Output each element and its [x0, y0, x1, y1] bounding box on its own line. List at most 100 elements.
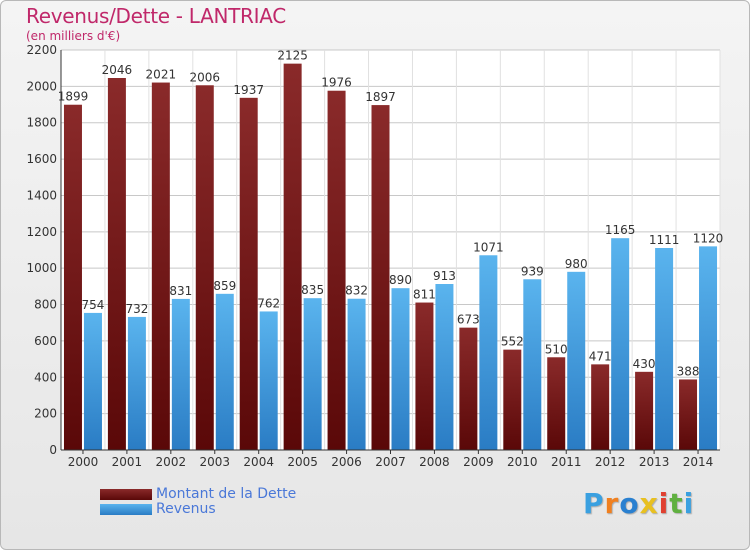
bar-dette	[195, 85, 214, 450]
data-label: 1899	[58, 90, 89, 104]
data-label: 1111	[649, 233, 680, 247]
data-label: 1165	[605, 223, 636, 237]
logo-letter: t	[669, 487, 684, 520]
bar-revenus	[127, 316, 146, 450]
y-tick-label: 400	[34, 370, 57, 384]
data-label: 732	[125, 302, 148, 316]
data-label: 673	[457, 313, 480, 327]
logo-letter: x	[639, 487, 659, 520]
logo-letter: i	[683, 487, 695, 520]
y-tick-label: 1000	[26, 261, 57, 275]
data-label: 471	[589, 349, 612, 363]
data-label: 1897	[365, 90, 396, 104]
legend-label-dette: Montant de la Dette	[156, 486, 297, 502]
logo-letter: P	[583, 487, 605, 520]
x-tick-label: 2008	[419, 455, 450, 469]
legend-item-dette: Montant de la Dette	[100, 486, 297, 502]
logo-letter: r	[604, 487, 620, 520]
x-tick-label: 2012	[595, 455, 626, 469]
plot-area	[61, 50, 720, 450]
y-tick-label: 600	[34, 334, 57, 348]
x-tick-label: 2004	[243, 455, 274, 469]
data-label: 811	[413, 288, 436, 302]
x-tick-label: 2001	[112, 455, 143, 469]
bar-dette	[635, 371, 654, 450]
x-tick-label: 2011	[551, 455, 582, 469]
bar-revenus	[215, 293, 234, 450]
bar-dette	[239, 97, 258, 451]
data-labels: 1899 754 2046 732 2021 831 2006 859 1937 762 2125 8…	[58, 49, 724, 379]
y-tick-label: 2200	[26, 43, 57, 57]
proxiti-logo: Proxiti	[583, 487, 694, 520]
data-label: 2125	[277, 49, 308, 63]
data-label: 552	[501, 335, 524, 349]
logo-letter: i	[658, 487, 670, 520]
bar-dette	[107, 78, 126, 450]
bar-revenus	[259, 311, 278, 450]
x-tick-label: 2009	[463, 455, 494, 469]
x-tick-label: 2005	[287, 455, 318, 469]
y-tick-label: 200	[34, 407, 57, 421]
legend-item-revenus: Revenus	[100, 501, 216, 517]
data-label: 913	[433, 269, 456, 283]
y-tick-label: 1200	[26, 225, 57, 239]
bar-dette	[327, 90, 346, 451]
data-label: 831	[169, 284, 192, 298]
bar-dette	[503, 349, 522, 450]
x-tick-label: 2014	[683, 455, 714, 469]
bar-revenus	[567, 271, 586, 450]
data-label: 2021	[146, 68, 177, 82]
data-label: 832	[345, 284, 368, 298]
chart-subtitle: (en milliers d'€)	[26, 29, 121, 43]
y-tick-label: 1600	[26, 152, 57, 166]
chart-title: Revenus/Dette - LANTRIAC	[26, 4, 286, 28]
x-tick-label: 2002	[156, 455, 187, 469]
bar-revenus	[83, 312, 102, 450]
data-label: 890	[389, 273, 412, 287]
bar-dette	[283, 63, 302, 451]
x-tick-label: 2000	[68, 455, 99, 469]
data-label: 939	[521, 264, 544, 278]
bar-revenus	[303, 298, 322, 450]
data-label: 388	[677, 364, 700, 378]
data-label: 1071	[473, 240, 504, 254]
data-label: 1937	[233, 83, 264, 97]
bar-dette	[547, 357, 566, 450]
y-tick-label: 1800	[26, 116, 57, 130]
data-label: 2006	[189, 70, 220, 84]
data-label: 2046	[102, 63, 133, 77]
bars	[63, 63, 718, 451]
y-tick-label: 1400	[26, 188, 57, 202]
x-tick-label: 2010	[507, 455, 538, 469]
bar-revenus	[611, 238, 630, 450]
data-label: 1976	[321, 76, 352, 90]
bar-revenus	[655, 248, 674, 450]
y-tick-label: 2000	[26, 79, 57, 93]
bar-dette	[151, 82, 170, 450]
y-tick-label: 800	[34, 298, 57, 312]
bar-revenus	[347, 298, 366, 450]
legend-swatch-revenus	[100, 503, 152, 515]
y-tick-label: 0	[49, 443, 57, 457]
data-label: 430	[633, 357, 656, 371]
x-tick-label: 2007	[375, 455, 406, 469]
bar-dette	[459, 327, 478, 450]
bar-revenus	[523, 279, 542, 450]
bar-revenus	[435, 284, 454, 450]
bar-dette	[591, 364, 610, 450]
data-label: 980	[565, 257, 588, 271]
data-label: 510	[545, 342, 568, 356]
bar-revenus	[479, 255, 498, 450]
data-label: 835	[301, 283, 324, 297]
bar-revenus	[699, 246, 718, 450]
x-tick-label: 2003	[199, 455, 230, 469]
bar-dette	[63, 104, 82, 451]
bar-revenus	[391, 288, 410, 450]
data-label: 754	[82, 298, 105, 312]
bar-dette	[415, 302, 434, 450]
logo-letter: o	[619, 487, 640, 520]
data-label: 762	[257, 296, 280, 310]
legend-swatch-dette	[100, 488, 152, 500]
bar-revenus	[171, 298, 190, 450]
